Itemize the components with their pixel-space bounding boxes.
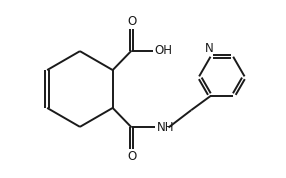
Text: OH: OH <box>154 44 172 57</box>
Text: NH: NH <box>156 121 174 134</box>
Text: O: O <box>127 15 136 28</box>
Text: N: N <box>205 42 214 55</box>
Text: O: O <box>127 150 136 163</box>
